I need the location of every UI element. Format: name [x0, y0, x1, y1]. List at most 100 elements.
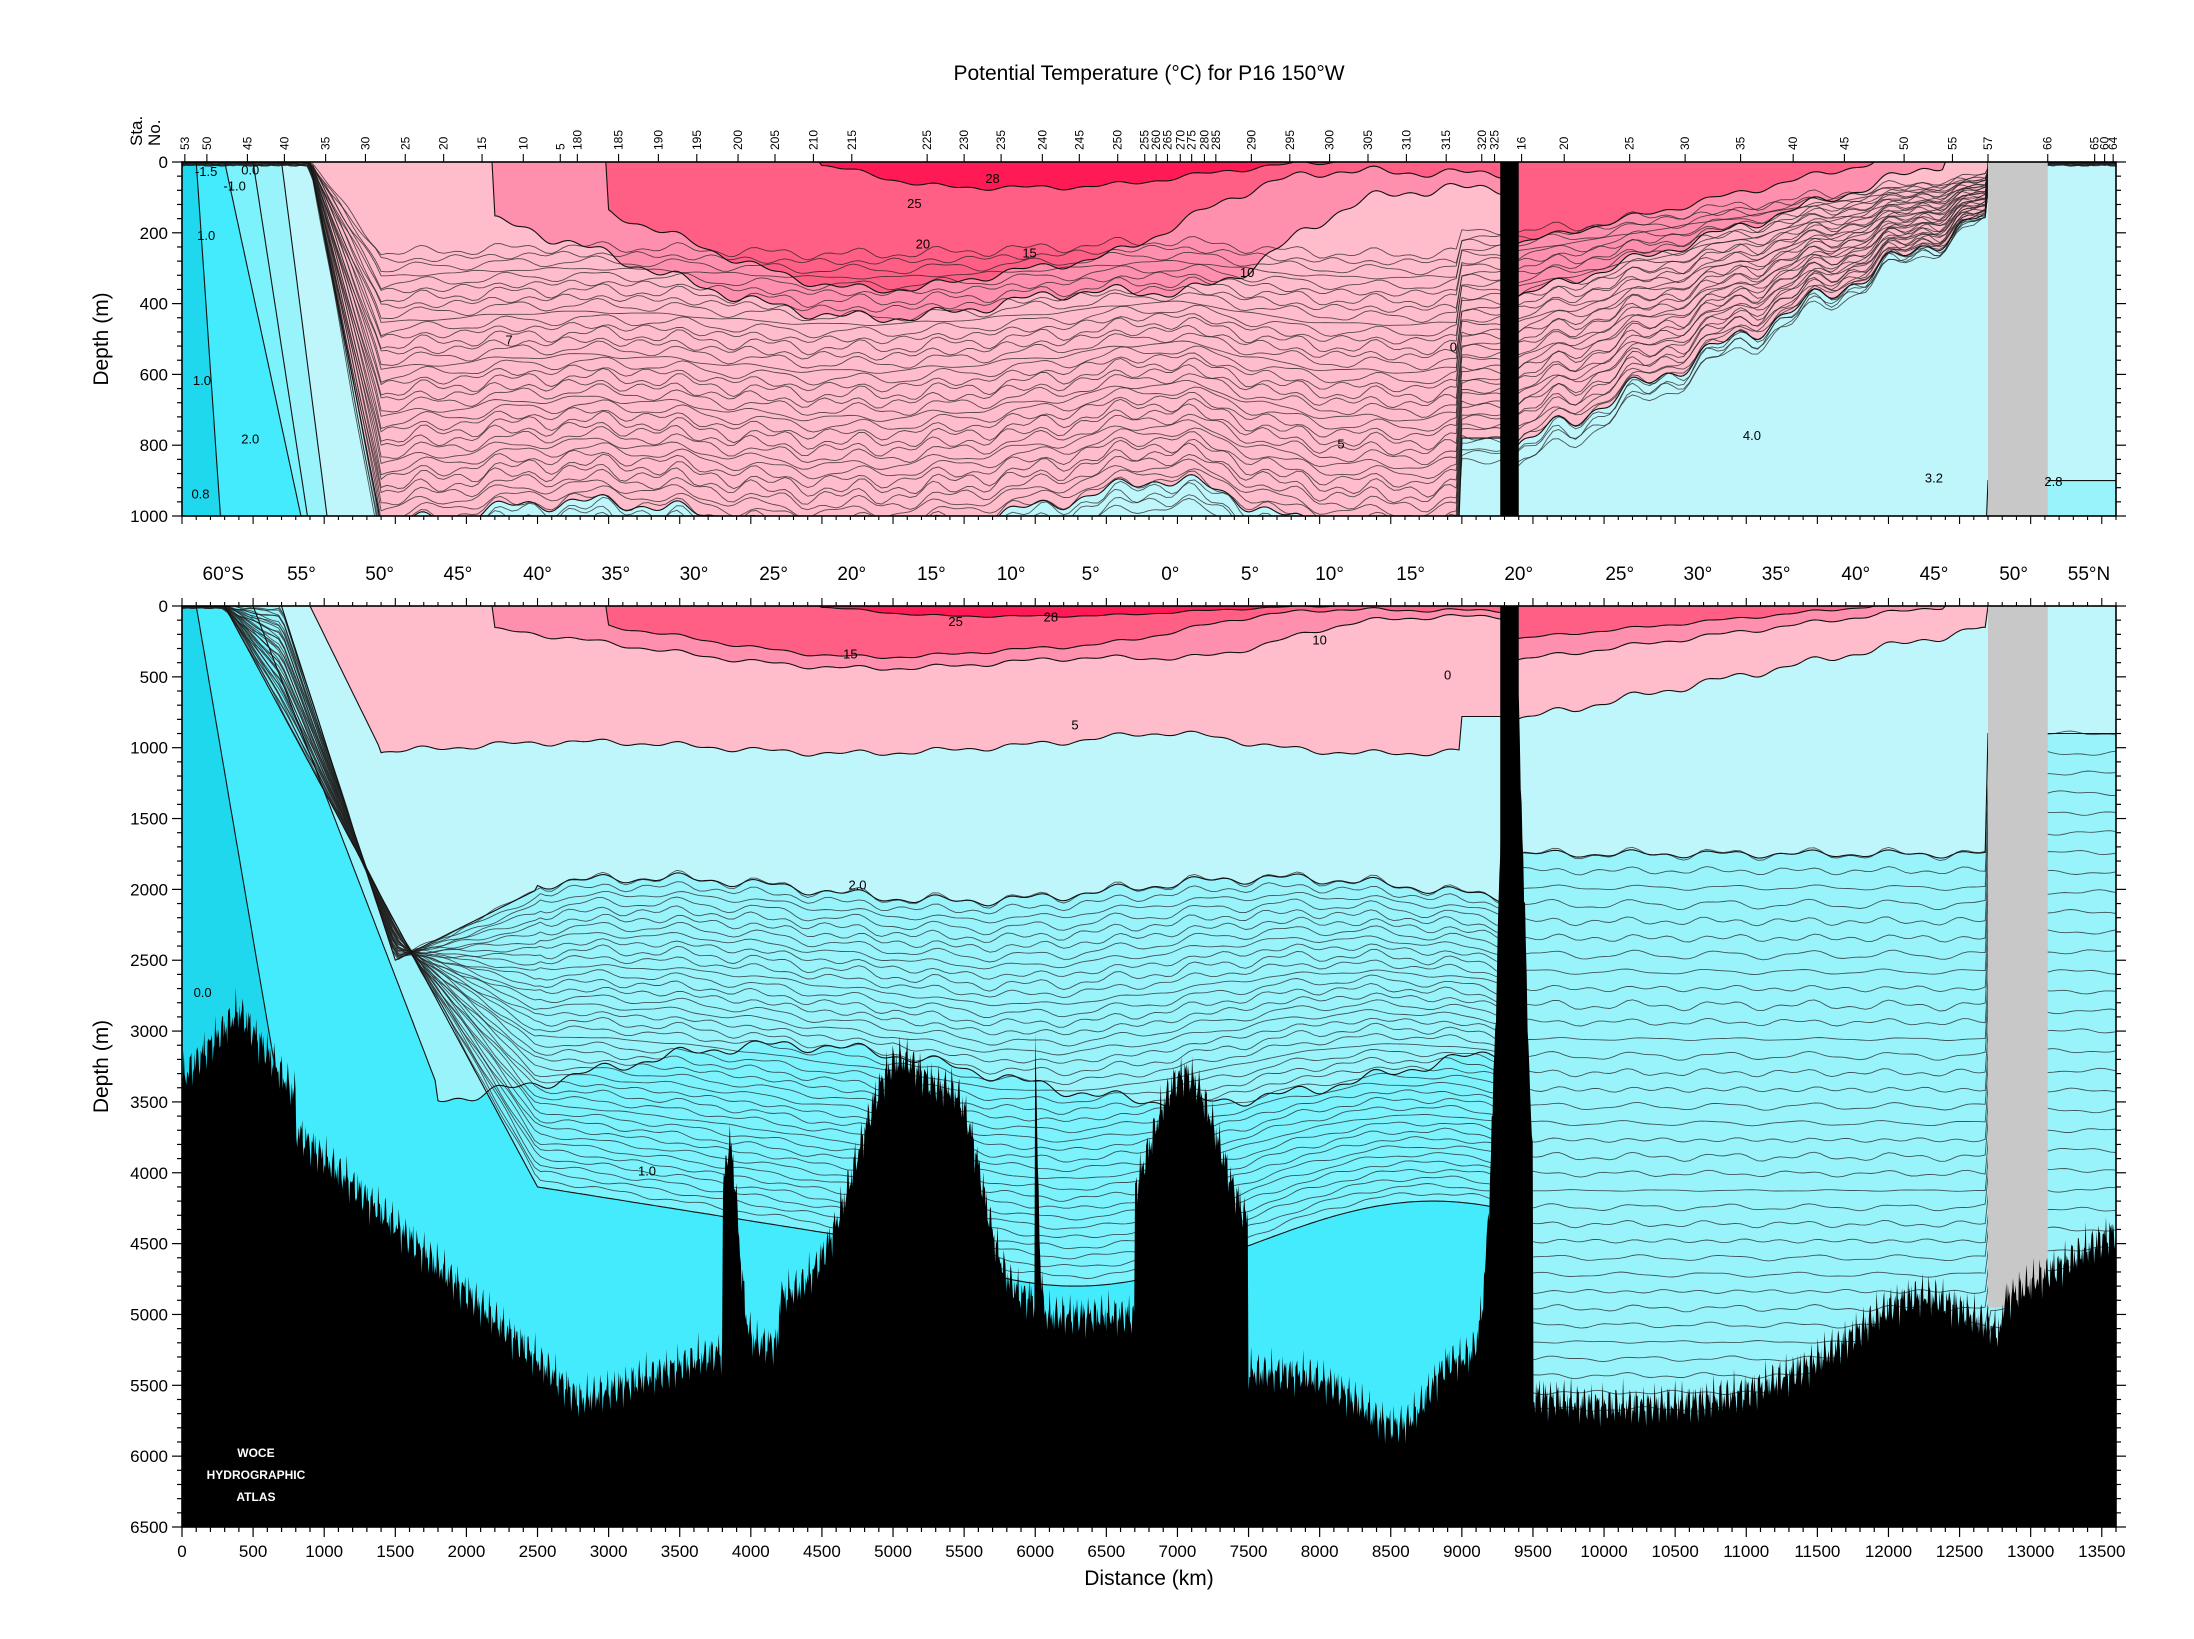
isotherm-line: [182, 606, 2116, 757]
contour-label: 25: [948, 614, 962, 629]
station-label: 25: [398, 136, 412, 150]
y-tick-label: 3000: [130, 1022, 168, 1041]
x-tick-label: 500: [239, 1542, 267, 1561]
isotherm-line: [182, 162, 2116, 466]
x-tick-label: 11000: [1723, 1542, 1769, 1561]
station-label: 230: [957, 130, 971, 150]
latitude-label: 5°: [1241, 564, 1259, 585]
isotherm-line: [182, 162, 2116, 297]
y-tick-label: 5500: [130, 1376, 168, 1395]
isotherm-line: [182, 162, 2116, 516]
x-tick-label: 5000: [874, 1542, 912, 1561]
contour-label: -1.0: [223, 178, 245, 193]
latitude-label: 50°: [1999, 564, 2028, 585]
logo-text: HYDROGRAPHIC: [207, 1468, 306, 1482]
x-tick-label: 7000: [1159, 1542, 1197, 1561]
latitude-label: 20°: [1504, 564, 1533, 585]
station-label: 5: [553, 143, 567, 150]
logo-text: ATLAS: [236, 1490, 275, 1504]
isotherm-line: [182, 606, 2116, 618]
isotherm-line: [182, 606, 2116, 1262]
station-label: 240: [1035, 130, 1049, 150]
contour-label: 2.0: [241, 431, 259, 446]
figure-title: Potential Temperature (°C) for P16 150°W: [953, 62, 1344, 85]
isotherm-line: [182, 606, 2116, 1111]
station-label: 50: [1897, 136, 1911, 150]
isotherm-line: [182, 606, 2116, 1143]
y-tick-label: 6000: [130, 1447, 168, 1466]
isotherm-line: [182, 606, 2116, 659]
distance-axis: 0 500 1000 1500 2000 2500 3000 3500 4000 4500 5000…: [177, 516, 2125, 1590]
isotherm-line: [182, 162, 2116, 516]
latitude-label: 5°: [1082, 564, 1100, 585]
isotherm-line: [182, 162, 2116, 308]
y-tick-label: 200: [140, 224, 168, 243]
contour-label: 2.8: [2044, 474, 2062, 489]
y-tick-label: 1000: [130, 507, 168, 526]
station-label: 65: [2088, 136, 2102, 150]
isotherm-line: [182, 606, 2116, 963]
station-label: 16: [1515, 136, 1529, 150]
isotherm-line: [182, 162, 2116, 516]
station-label: 295: [1283, 130, 1297, 150]
isotherm-line: [182, 162, 2116, 516]
y-tick-label: 0: [159, 597, 168, 616]
station-label: 30: [358, 136, 372, 150]
isotherm-line: [182, 162, 2116, 386]
y-tick-label: 400: [140, 295, 168, 314]
station-label: 300: [1323, 130, 1337, 150]
x-tick-label: 12500: [1936, 1542, 1983, 1561]
isotherm-line: [182, 162, 2116, 403]
contour-label: 15: [1022, 246, 1036, 261]
contour-label: 1.0: [638, 1164, 656, 1179]
isotherm-line: [182, 162, 2116, 422]
station-label: 35: [319, 136, 333, 150]
isotherm-line: [182, 162, 2116, 313]
isotherm-line: [182, 606, 2116, 1192]
contour-label: 0: [1450, 339, 1457, 354]
station-label: 270: [1173, 130, 1187, 150]
isotherm-line: [182, 606, 2116, 959]
x-tick-label: 9000: [1443, 1542, 1481, 1561]
y-tick-label: 1000: [130, 739, 168, 758]
y-tick-label: 6500: [130, 1518, 168, 1537]
x-tick-label: 9500: [1514, 1542, 1552, 1561]
isotherm-line: [182, 162, 2116, 480]
isotherm-line: [182, 162, 2116, 345]
isotherm-line: [182, 162, 2116, 261]
latitude-label: 15°: [1396, 564, 1425, 585]
station-label: 275: [1185, 130, 1199, 150]
latitude-label: 55°: [287, 564, 316, 585]
contour-label: 0.0: [194, 985, 212, 1000]
x-tick-label: 2500: [519, 1542, 557, 1561]
sea-floor: [182, 606, 2116, 1527]
latitude-label: 35°: [1762, 564, 1791, 585]
latitude-label: 10°: [1315, 564, 1344, 585]
lower-panel: 0 500 1000 1500 2000 2500 3000 3500 4000 4500 5000…: [90, 597, 2126, 1537]
latitude-label: 15°: [917, 564, 946, 585]
y-tick-label: 4000: [130, 1164, 168, 1183]
isotherm-line: [182, 162, 2116, 516]
x-tick-label: 3000: [590, 1542, 628, 1561]
station-label: 325: [1488, 130, 1502, 150]
x-tick-label: 4500: [803, 1542, 841, 1561]
y-tick-label: 1500: [130, 810, 168, 829]
latitude-label: 50°: [365, 564, 394, 585]
station-label: 53: [178, 136, 192, 150]
station-label: 250: [1111, 130, 1125, 150]
latitude-label: 35°: [601, 564, 630, 585]
station-label: 40: [1786, 136, 1800, 150]
station-axis-label: Sta.: [127, 116, 146, 146]
contour-label: 1.0: [193, 373, 211, 388]
isotherm-line: [182, 606, 2116, 957]
x-tick-label: 8500: [1372, 1542, 1410, 1561]
isotherm-line: [182, 606, 2116, 1027]
isotherm-line: [182, 162, 2116, 393]
latitude-label: 45°: [1920, 564, 1949, 585]
station-label: 66: [2041, 136, 2055, 150]
latitude-label: 25°: [1605, 564, 1634, 585]
station-label: 235: [994, 130, 1008, 150]
y-tick-label: 3500: [130, 1093, 168, 1112]
isotherm-line: [182, 606, 2116, 1527]
station-label: 185: [612, 130, 626, 150]
